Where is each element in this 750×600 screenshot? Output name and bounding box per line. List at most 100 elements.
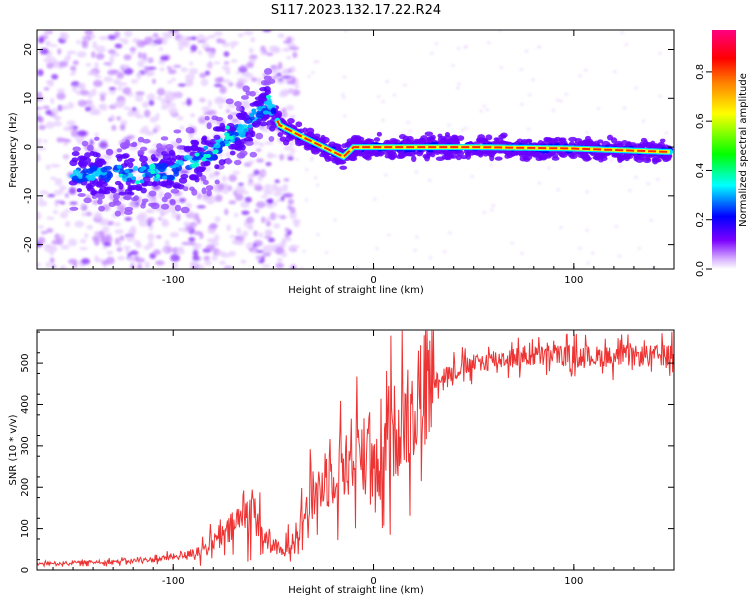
spectrogram-noise-blob [238,182,244,187]
spectrogram-noise-blob [176,213,181,221]
spectrogram-noise-blob [214,31,223,36]
spectrogram-ridge-blob [313,133,321,138]
spectrogram-noise-blob [117,82,128,86]
spectrogram-ridge-blob [167,161,175,166]
spectrogram-noise-blob [37,138,43,143]
spectrogram-noise-blob [84,30,94,36]
spectrogram-noise-blob [414,170,418,174]
spectrogram-noise-blob [126,234,135,243]
spectrogram-ridge-blob [105,170,112,177]
spectrogram-noise-blob [196,205,206,209]
spectrogram-noise-blob [373,198,377,201]
spectrogram-noise-blob [276,199,282,203]
spectrogram-noise-blob [316,183,320,187]
spectrogram-noise-blob [190,44,198,52]
spectrogram-noise-blob [415,235,419,239]
spectrogram-hot-blob [265,94,271,99]
spectrogram-noise-blob [343,75,347,79]
spectrogram-noise-blob [51,73,59,80]
spectrogram-noise-blob [341,93,345,96]
spectrogram-noise-blob [123,67,134,75]
spectrogram-ridge-blob [206,189,212,197]
spectrogram-noise-blob [261,216,266,224]
spectrogram-ridge-blob [190,144,199,151]
spectrogram-ridge-blob [78,160,84,167]
spectrogram-ridge-blob [270,107,277,115]
spectrogram-noise-blob [116,247,123,252]
spectrogram-noise-blob [94,255,99,263]
spectrogram-y-label: Frequency (Hz) [8,112,19,188]
spectrogram-noise-blob [105,232,112,236]
spectrogram-noise-blob [159,67,165,72]
spectrogram-noise-blob [86,225,94,230]
spectrogram-noise-blob [245,72,254,79]
spectrogram-noise-blob [57,48,62,55]
spectrogram-noise-blob [381,100,385,103]
spectrogram-ridge-blob [201,187,207,195]
spectrogram-noise-blob [63,154,68,161]
spectrogram-noise-blob [156,96,163,101]
spectrogram-noise-blob [282,185,288,192]
spectrogram-noise-blob [178,35,187,44]
spectrogram-noise-blob [262,245,268,252]
spectrogram-ridge-blob [116,155,123,162]
spectrogram-noise-blob [254,185,263,192]
spectrogram-noise-blob [262,252,272,257]
spectrogram-hot-blob [149,163,155,168]
spectrogram-noise-blob [155,235,162,239]
spectrogram-noise-blob [248,247,254,252]
spectrogram-noise-blob [208,172,215,179]
spectrogram-ridge-blob [175,137,182,144]
spectrogram-noise-blob [269,212,277,221]
spectrogram-noise-blob [108,87,117,91]
spectrogram-ridge-blob [182,186,189,192]
spectrogram-noise-blob [188,213,196,219]
spectrogram-noise-blob [273,214,282,218]
spectrogram-noise-blob [248,222,253,229]
spectrogram-noise-blob [137,60,145,68]
spectrogram-noise-blob [86,99,93,107]
spectrogram-noise-blob [205,62,213,69]
spectrogram-noise-blob [190,36,198,41]
spectrogram-ridge-blob [558,137,567,143]
spectrogram-noise-blob [117,241,122,247]
spectrogram-ridge-blob [184,145,192,151]
spectrogram-noise-blob [316,60,320,63]
spectrogram-noise-blob [85,62,92,67]
spectrogram-noise-blob [197,192,202,200]
spectrogram-noise-blob [499,66,503,69]
spectrogram-noise-blob [89,110,100,116]
spectrogram-ridge-blob [426,151,434,156]
spectrogram-ridge-blob [240,95,249,100]
spectrogram-noise-blob [45,109,54,116]
spectrogram-ridge-blob [124,206,134,212]
spectrogram-noise-blob [273,191,283,197]
spectrogram-noise-blob [527,127,531,131]
colorbar: 0.0 0.2 0.4 0.6 0.8 Normalized spectral ampl… [695,30,749,277]
spectrogram-noise-blob [173,64,182,68]
spectrogram-ridge-blob [263,67,273,75]
spectrogram-noise-blob [272,201,278,207]
spectrogram-ridge-blob [123,194,132,201]
spectrogram-noise-blob [151,78,157,85]
spectrogram-noise-blob [167,69,177,75]
spectrogram-noise-blob [43,86,50,91]
spectrogram-hot-blob [124,169,130,174]
spectrogram-noise-blob [620,31,624,34]
spectrogram-hot-blob [224,132,230,137]
spectrogram-noise-blob [255,255,263,261]
spectrogram-hot-blob [174,163,180,168]
spectrogram-noise-blob [94,75,102,79]
spectrogram-noise-blob [225,68,231,75]
spectrogram-noise-blob [263,187,268,196]
spectrogram-noise-blob [196,218,201,225]
spectrogram-noise-blob [56,88,66,93]
spectrogram-noise-blob [161,248,168,253]
spectrogram-noise-blob [135,91,145,96]
spectrogram-noise-blob [293,221,300,228]
spectrogram-noise-blob [38,124,46,130]
spectrogram-noise-blob [143,109,151,118]
spectrogram-noise-blob [136,263,143,269]
spectrogram-ridge-blob [642,142,652,148]
